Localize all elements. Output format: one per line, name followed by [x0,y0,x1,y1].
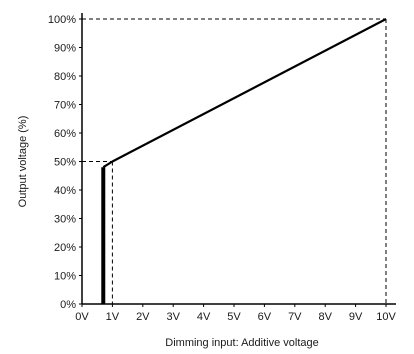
x-tick-label: 4V [197,311,211,323]
x-tick-label: 7V [288,311,302,323]
x-tick-label: 6V [258,311,272,323]
y-tick-label: 10% [54,271,76,283]
y-tick-label: 40% [54,185,76,197]
y-tick-label: 90% [54,43,76,55]
x-tick-label: 3V [166,311,180,323]
x-tick-label: 0V [75,311,89,323]
y-tick-label: 30% [54,214,76,226]
y-tick-label: 100% [48,14,76,26]
x-tick-labels: 0V 1V 2V 3V 4V 5V 6V 7V 8V 9V 10V [75,304,396,323]
x-tick-label: 10V [376,311,396,323]
reference-lines [82,18,387,304]
output-line [102,18,387,169]
y-axis-label: Output voltage (%) [17,116,29,208]
y-tick-labels: 0% 10% 20% 30% 40% 50% 60% 70% 80% 90% 100% [48,14,82,311]
y-tick-label: 0% [60,299,76,311]
y-tick-label: 20% [54,242,76,254]
y-tick-label: 70% [54,100,76,112]
y-tick-label: 80% [54,71,76,83]
x-tick-label: 8V [318,311,332,323]
axes [81,13,396,305]
x-tick-label: 5V [227,311,241,323]
x-tick-label: 1V [106,311,120,323]
x-axis-label: Dimming input: Additive voltage [165,337,318,349]
x-tick-label: 9V [349,311,363,323]
x-tick-label: 2V [136,311,150,323]
output-curve [101,18,387,304]
y-tick-label: 60% [54,128,76,140]
y-tick-label: 50% [54,157,76,169]
